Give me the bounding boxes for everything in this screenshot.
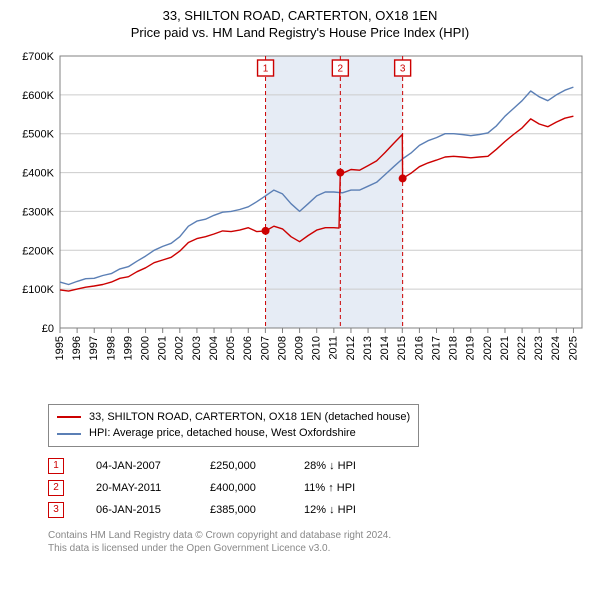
svg-text:2004: 2004 (208, 336, 220, 360)
svg-text:2006: 2006 (242, 336, 254, 360)
event-price: £385,000 (210, 504, 282, 516)
svg-text:2018: 2018 (448, 336, 460, 360)
event-date: 06-JAN-2015 (96, 504, 188, 516)
svg-text:£100K: £100K (22, 284, 54, 296)
svg-text:2019: 2019 (465, 336, 477, 360)
event-delta: 11% ↑ HPI (304, 482, 394, 494)
svg-text:2020: 2020 (482, 336, 494, 360)
chart-container: 33, SHILTON ROAD, CARTERTON, OX18 1EN Pr… (0, 0, 600, 590)
svg-text:2022: 2022 (516, 336, 528, 360)
svg-text:£600K: £600K (22, 90, 54, 102)
event-row: 1 04-JAN-2007 £250,000 28% ↓ HPI (48, 455, 586, 477)
svg-text:1998: 1998 (105, 336, 117, 360)
svg-text:2008: 2008 (276, 336, 288, 360)
svg-text:1995: 1995 (54, 336, 66, 360)
event-delta: 12% ↓ HPI (304, 504, 394, 516)
legend-label: 33, SHILTON ROAD, CARTERTON, OX18 1EN (d… (89, 409, 410, 426)
event-marker-icon: 2 (48, 480, 64, 496)
svg-text:2007: 2007 (259, 336, 271, 360)
svg-text:£200K: £200K (22, 245, 54, 257)
event-marker-icon: 3 (48, 502, 64, 518)
svg-text:1: 1 (263, 63, 269, 74)
svg-text:2003: 2003 (191, 336, 203, 360)
legend-swatch (57, 416, 81, 418)
footer-line1: Contains HM Land Registry data © Crown c… (48, 529, 586, 542)
svg-text:1997: 1997 (88, 336, 100, 360)
legend-swatch (57, 433, 81, 435)
svg-text:2009: 2009 (294, 336, 306, 360)
svg-text:2013: 2013 (362, 336, 374, 360)
svg-text:1996: 1996 (71, 336, 83, 360)
line-chart: £0 £100K £200K £300K £400K £500K £600K £700K 199… (14, 48, 586, 398)
svg-text:2012: 2012 (345, 336, 357, 360)
svg-text:2025: 2025 (567, 336, 579, 360)
svg-text:£500K: £500K (22, 128, 54, 140)
event-price: £400,000 (210, 482, 282, 494)
legend-item: HPI: Average price, detached house, West… (57, 425, 410, 442)
svg-text:2023: 2023 (533, 336, 545, 360)
svg-text:£300K: £300K (22, 206, 54, 218)
footer-attribution: Contains HM Land Registry data © Crown c… (48, 529, 586, 555)
svg-text:£700K: £700K (22, 51, 54, 63)
svg-text:2001: 2001 (157, 336, 169, 360)
svg-text:2010: 2010 (311, 336, 323, 360)
event-date: 04-JAN-2007 (96, 460, 188, 472)
svg-text:2011: 2011 (328, 336, 340, 360)
event-marker-icon: 1 (48, 458, 64, 474)
event-row: 3 06-JAN-2015 £385,000 12% ↓ HPI (48, 499, 586, 521)
svg-text:2024: 2024 (550, 336, 562, 360)
chart-title-line2: Price paid vs. HM Land Registry's House … (14, 25, 586, 42)
event-table: 1 04-JAN-2007 £250,000 28% ↓ HPI 2 20-MAY-201… (48, 455, 586, 521)
event-price: £250,000 (210, 460, 282, 472)
svg-text:2002: 2002 (174, 336, 186, 360)
svg-text:2017: 2017 (430, 336, 442, 360)
chart-title-line1: 33, SHILTON ROAD, CARTERTON, OX18 1EN (14, 8, 586, 25)
event-row: 2 20-MAY-2011 £400,000 11% ↑ HPI (48, 477, 586, 499)
svg-text:3: 3 (400, 63, 406, 74)
svg-text:2021: 2021 (499, 336, 511, 360)
legend: 33, SHILTON ROAD, CARTERTON, OX18 1EN (d… (48, 404, 419, 447)
svg-text:2014: 2014 (379, 336, 391, 360)
footer-line2: This data is licensed under the Open Gov… (48, 542, 586, 555)
legend-label: HPI: Average price, detached house, West… (89, 425, 356, 442)
event-delta: 28% ↓ HPI (304, 460, 394, 472)
svg-text:2005: 2005 (225, 336, 237, 360)
legend-item: 33, SHILTON ROAD, CARTERTON, OX18 1EN (d… (57, 409, 410, 426)
svg-text:2000: 2000 (139, 336, 151, 360)
svg-text:2: 2 (338, 63, 344, 74)
svg-text:1999: 1999 (122, 336, 134, 360)
svg-text:£0: £0 (42, 323, 54, 335)
svg-text:2016: 2016 (413, 336, 425, 360)
event-date: 20-MAY-2011 (96, 482, 188, 494)
svg-text:2015: 2015 (396, 336, 408, 360)
svg-text:£400K: £400K (22, 167, 54, 179)
